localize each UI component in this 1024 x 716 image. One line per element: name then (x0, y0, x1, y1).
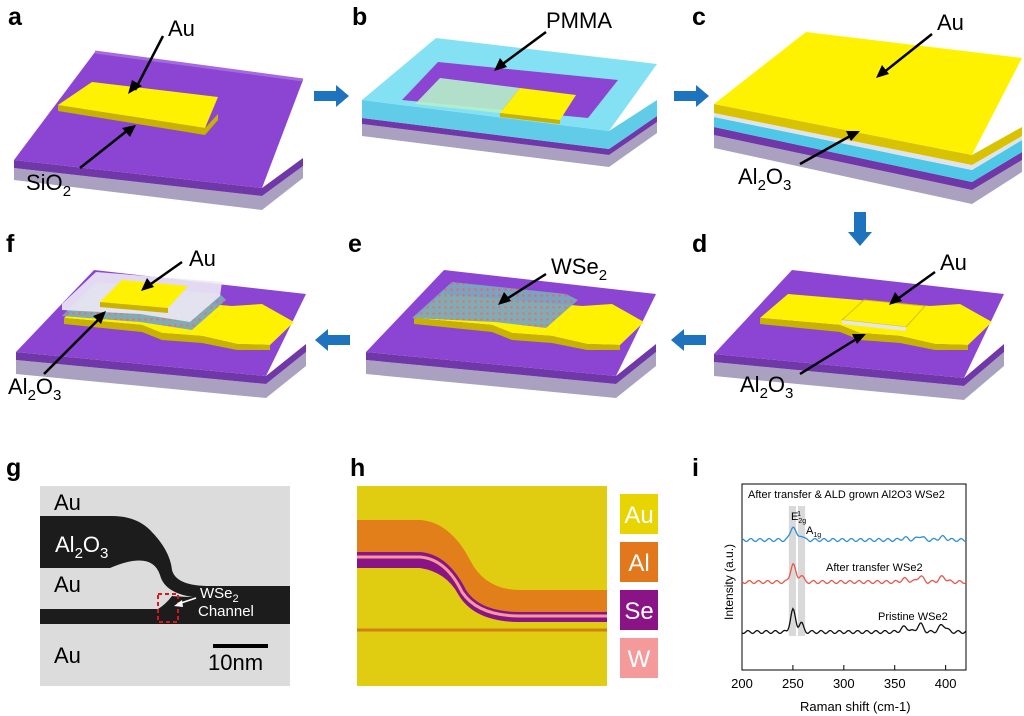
raman-series (741, 526, 967, 635)
panel-c-letter: c (692, 3, 706, 31)
tem-label-au-bottom: Au (54, 643, 81, 668)
peak-label-e: E (791, 511, 798, 523)
scale-bar-label: 10nm (208, 650, 263, 675)
flow-arrow-ef (315, 329, 350, 351)
arrow-au-a (133, 35, 165, 91)
tem-label-al2o3: Al (55, 532, 75, 557)
panel-h-letter: h (350, 454, 365, 482)
series-label-pristine: Pristine WSe2 (878, 611, 948, 623)
raman-line-1 (741, 563, 967, 585)
svg-text:Al2O3: Al2O3 (8, 374, 61, 404)
legend-swatch-al (620, 542, 658, 582)
panel-b-letter: b (352, 3, 367, 31)
panel-d-letter: d (692, 230, 707, 258)
raman-highlight-bands (788, 506, 806, 636)
panel-d: d Au Al2O3 (692, 230, 1004, 402)
svg-text:A1g: A1g (806, 525, 821, 539)
x-tick-label-200: 200 (731, 676, 753, 691)
arrow-au-c (882, 33, 933, 74)
label-au-f: Au (189, 246, 216, 271)
legend-label-au: Au (624, 502, 653, 529)
label-sio2: SiO (26, 170, 63, 195)
arrow-au-d (895, 270, 936, 302)
legend-swatch-au (620, 494, 658, 534)
raman-ylabel: Intensity (a.u.) (722, 544, 736, 620)
x-tick-label-350: 350 (884, 676, 906, 691)
panel-f: f Au Al2O3 (6, 230, 306, 404)
arrow-au-f (147, 260, 183, 288)
label-al2o3-f: Al (8, 374, 28, 399)
flow-arrow-de (671, 329, 706, 351)
label-au-d: Au (940, 250, 967, 275)
svg-text:WSe2: WSe2 (200, 585, 239, 605)
label-au-a: Au (168, 16, 195, 41)
arrow-al2o3-f (43, 317, 101, 375)
label-au-c: Au (937, 10, 964, 35)
legend-swatch-w (620, 638, 658, 678)
panel-i-letter: i (692, 454, 699, 482)
arrow-al2o3-d (799, 336, 859, 376)
svg-text:Al2O3: Al2O3 (740, 372, 793, 402)
panel-g: g Au Al2O3 Au Au WSe2 Channel 10nm (6, 454, 290, 686)
svg-text:SiO2: SiO2 (26, 170, 71, 200)
panel-c: c Au Al2O3 (692, 3, 1022, 204)
legend-label-se: Se (624, 598, 653, 625)
tem-label-channel: Channel (198, 603, 254, 620)
tem-label-au-mid: Au (54, 572, 81, 597)
highlight-band-1 (798, 506, 806, 636)
tem-label-wse2: WSe (200, 585, 233, 602)
svg-text:Al2O3: Al2O3 (55, 532, 108, 562)
raman-plot-frame (741, 483, 967, 671)
peak-label-a: A (806, 525, 814, 537)
gold-pad-a (58, 82, 218, 135)
panel-a-letter: a (8, 3, 23, 31)
svg-text:E2g1: E2g1 (791, 511, 806, 525)
legend-label-al: Al (628, 550, 649, 577)
highlight-band-0 (788, 506, 796, 636)
panel-e-letter: e (348, 230, 362, 258)
series-label-after-transfer: After transfer WSe2 (826, 562, 923, 574)
panel-e: e WSe2 (348, 230, 656, 398)
svg-text:Al2O3: Al2O3 (738, 164, 791, 194)
raman-line-2 (741, 607, 967, 635)
flow-arrow-ab (314, 85, 349, 107)
panel-b: b PMMA (352, 3, 657, 167)
panel-a: a Au SiO2 (8, 3, 304, 210)
x-tick-label-250: 250 (782, 676, 804, 691)
raman-line-0 (741, 526, 966, 543)
panel-f-letter: f (6, 230, 15, 258)
arrow-pmma (499, 30, 547, 68)
arrow-al2o3-c (799, 133, 853, 166)
channel-box (157, 593, 179, 623)
svg-text:WSe2: WSe2 (551, 254, 607, 284)
label-al2o3-d: Al (740, 372, 760, 397)
raman-xlabel: Raman shift (cm-1) (800, 699, 911, 714)
raman-title: After transfer & ALD grown Al2O3 WSe2 (748, 489, 945, 501)
legend-label-w: W (628, 646, 651, 673)
x-tick-label-400: 400 (935, 676, 957, 691)
x-tick-label-300: 300 (833, 676, 855, 691)
arrow-sio2 (79, 129, 129, 169)
panel-i: i 200 250 300 350 400 After transfer & ALD g… (692, 454, 967, 714)
raman-x-axis: 200 250 300 350 400 (731, 665, 956, 691)
flow-arrow-cd (848, 212, 872, 246)
panel-h: h Au Al Se W (350, 454, 658, 686)
arrow-wse2 (504, 272, 547, 302)
flow-arrow-bc (674, 85, 709, 107)
label-pmma: PMMA (546, 8, 612, 33)
tem-label-au-top: Au (54, 490, 81, 515)
panel-g-letter: g (6, 454, 21, 482)
label-wse2-e: WSe (551, 254, 599, 279)
legend-swatch-se (620, 590, 658, 630)
label-al2o3-c: Al (738, 164, 758, 189)
eds-legend: Au Al Se W (620, 494, 658, 678)
